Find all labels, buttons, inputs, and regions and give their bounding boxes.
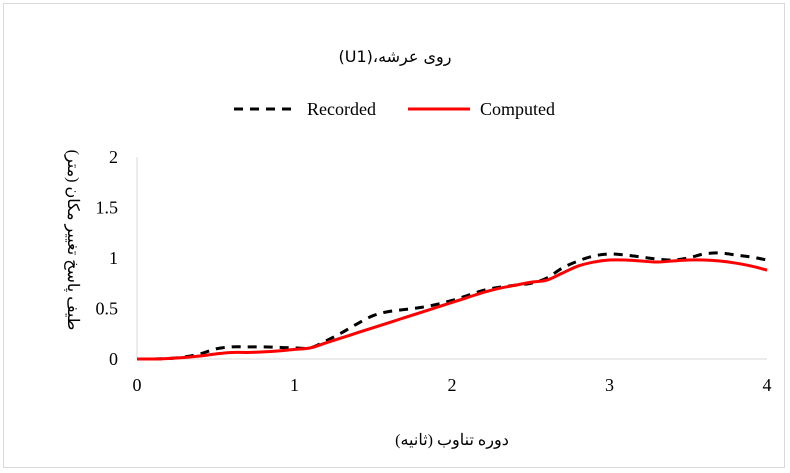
y-tick-label: 1.5 — [96, 198, 119, 218]
series-line-recorded — [136, 251, 768, 361]
y-tick-label: 2 — [109, 147, 118, 167]
y-tick-labels: 0 0.5 1 1.5 2 — [96, 147, 119, 369]
y-tick-label: 1 — [109, 248, 118, 268]
chart-title: روی عرشه،(U1) — [339, 47, 452, 67]
chart-frame — [3, 3, 785, 468]
x-tick-label: 3 — [605, 375, 614, 395]
x-tick-labels: 0 1 2 3 4 — [133, 375, 772, 395]
y-tick-label: 0.5 — [96, 299, 119, 319]
series-line-computed — [136, 258, 768, 361]
legend-label-computed: Computed — [480, 99, 555, 119]
x-tick-label: 1 — [290, 375, 299, 395]
x-tick-label: 4 — [763, 375, 772, 395]
legend-label-recorded: Recorded — [307, 99, 376, 119]
x-tick-label: 0 — [133, 375, 142, 395]
series-lines — [136, 251, 768, 361]
x-tick-label: 2 — [448, 375, 457, 395]
x-axis-label: دوره تناوب (ثانیه) — [395, 432, 509, 449]
y-axis-label: طیف پاسخ تغییر مکان (متر) — [64, 150, 81, 331]
y-tick-label: 0 — [109, 349, 118, 369]
